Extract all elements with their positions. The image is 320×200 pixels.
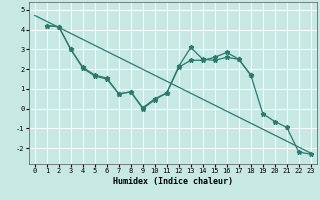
X-axis label: Humidex (Indice chaleur): Humidex (Indice chaleur) (113, 177, 233, 186)
